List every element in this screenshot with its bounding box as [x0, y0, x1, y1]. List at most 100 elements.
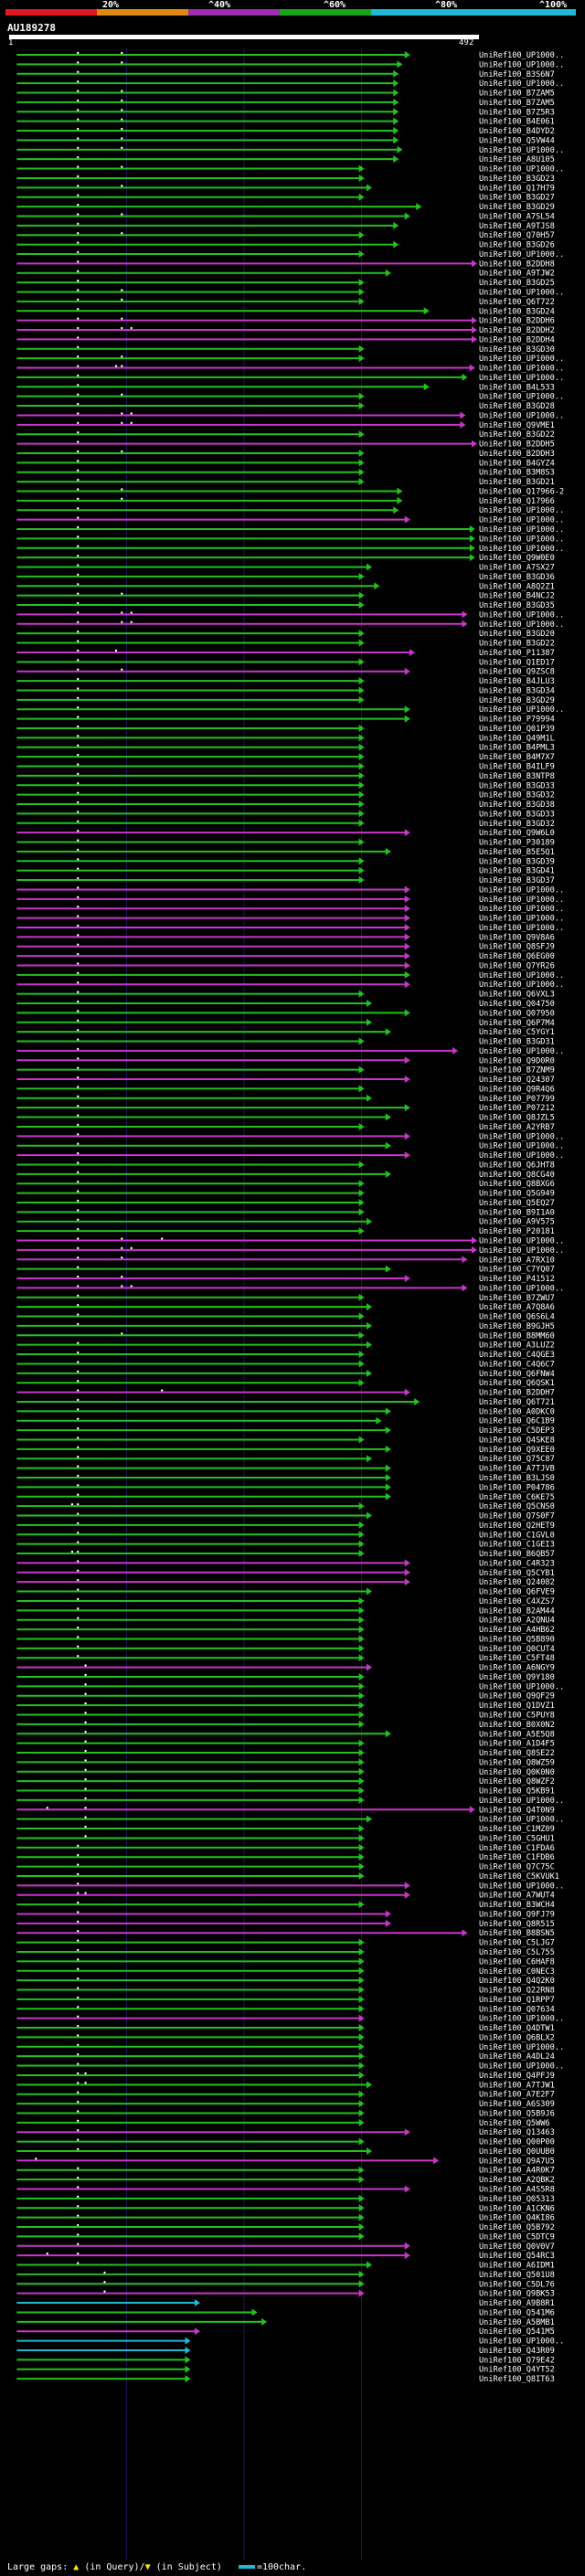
hit-label[interactable]: UniRef100_A9V575: [479, 1218, 555, 1227]
hit-label[interactable]: UniRef100_UP1000..: [479, 1882, 564, 1891]
hit-label[interactable]: UniRef100_A7SX27: [479, 564, 555, 573]
hit-label[interactable]: UniRef100_A8Q2Z1: [479, 582, 555, 591]
hit-label[interactable]: UniRef100_Q9XEE0: [479, 1446, 555, 1455]
hit-label[interactable]: UniRef100_C1MZ09: [479, 1825, 555, 1834]
hit-label[interactable]: UniRef100_Q6FNW4: [479, 1370, 555, 1379]
hit-label[interactable]: UniRef100_A9TJW2: [479, 270, 555, 279]
hit-label[interactable]: UniRef100_C1FDA6: [479, 1844, 555, 1853]
hit-label[interactable]: UniRef100_Q8WZ59: [479, 1758, 555, 1767]
hit-label[interactable]: UniRef100_A3LUZ2: [479, 1341, 555, 1351]
hit-label[interactable]: UniRef100_B3GD28: [479, 402, 555, 411]
hit-label[interactable]: UniRef100_P41512: [479, 1275, 555, 1284]
hit-label[interactable]: UniRef100_UP1000..: [479, 1816, 564, 1825]
hit-label[interactable]: UniRef100_UP1000..: [479, 705, 564, 715]
hit-label[interactable]: UniRef100_C5FT48: [479, 1654, 555, 1663]
hit-label[interactable]: UniRef100_Q6FVE9: [479, 1588, 555, 1597]
hit-label[interactable]: UniRef100_UP1000..: [479, 2337, 564, 2347]
hit-label[interactable]: UniRef100_UP1000..: [479, 535, 564, 544]
hit-label[interactable]: UniRef100_Q501U8: [479, 2271, 555, 2280]
hit-label[interactable]: UniRef100_B3GD37: [479, 876, 555, 885]
hit-label[interactable]: UniRef100_B3GD39: [479, 857, 555, 866]
hit-label[interactable]: UniRef100_C6KE75: [479, 1493, 555, 1502]
hit-label[interactable]: UniRef100_C4Q6C7: [479, 1360, 555, 1369]
hit-label[interactable]: UniRef100_B2DDH6: [479, 317, 555, 326]
hit-label[interactable]: UniRef100_UP1000..: [479, 374, 564, 383]
hit-label[interactable]: UniRef100_C5KVUK1: [479, 1872, 559, 1882]
hit-label[interactable]: UniRef100_Q7YR26: [479, 961, 555, 970]
hit-label[interactable]: UniRef100_Q541M6: [479, 2308, 555, 2317]
hit-label[interactable]: UniRef100_A4S5R8: [479, 2186, 555, 2195]
hit-label[interactable]: UniRef100_B3NTP8: [479, 772, 555, 781]
hit-label[interactable]: UniRef100_Q9V8A6: [479, 933, 555, 942]
hit-label[interactable]: UniRef100_UP1000..: [479, 2015, 564, 2024]
hit-label[interactable]: UniRef100_Q541M5: [479, 2327, 555, 2337]
hit-label[interactable]: UniRef100_B8BSN5: [479, 1929, 555, 1938]
hit-label[interactable]: UniRef100_Q9R4Q6: [479, 1085, 555, 1094]
hit-label[interactable]: UniRef100_B3GD30: [479, 345, 555, 355]
hit-label[interactable]: UniRef100_Q1DVZ1: [479, 1701, 555, 1711]
hit-label[interactable]: UniRef100_B4GYZ4: [479, 459, 555, 468]
hit-label[interactable]: UniRef100_C4XZS7: [479, 1597, 555, 1606]
hit-label[interactable]: UniRef100_B6QB57: [479, 1550, 555, 1559]
hit-label[interactable]: UniRef100_B3M8S3: [479, 469, 555, 478]
hit-label[interactable]: UniRef100_Q9W6L0: [479, 829, 555, 838]
hit-label[interactable]: UniRef100_C5GHU1: [479, 1834, 555, 1843]
hit-label[interactable]: UniRef100_Q1ED17: [479, 658, 555, 667]
hit-label[interactable]: UniRef100_B9GJH5: [479, 1322, 555, 1331]
hit-label[interactable]: UniRef100_C0NEC3: [479, 1967, 555, 1977]
hit-label[interactable]: UniRef100_B3GD21: [479, 478, 555, 487]
hit-label[interactable]: UniRef100_UP1000..: [479, 289, 564, 298]
hit-label[interactable]: UniRef100_A7WUT4: [479, 1892, 555, 1901]
hit-label[interactable]: UniRef100_Q5CYB1: [479, 1569, 555, 1578]
hit-label[interactable]: UniRef100_UP1000..: [479, 146, 564, 155]
hit-label[interactable]: UniRef100_Q8R515: [479, 1920, 555, 1929]
hit-label[interactable]: UniRef100_Q04750: [479, 1000, 555, 1009]
hit-label[interactable]: UniRef100_A6IDM1: [479, 2262, 555, 2271]
hit-label[interactable]: UniRef100_Q05313: [479, 2195, 555, 2204]
hit-label[interactable]: UniRef100_B8MM60: [479, 1331, 555, 1341]
hit-label[interactable]: UniRef100_Q5CNS0: [479, 1502, 555, 1511]
hit-label[interactable]: UniRef100_B4NCJ2: [479, 592, 555, 601]
hit-label[interactable]: UniRef100_B4DYD2: [479, 127, 555, 136]
hit-label[interactable]: UniRef100_P04786: [479, 1483, 555, 1492]
hit-label[interactable]: UniRef100_A2QBK2: [479, 2176, 555, 2185]
hit-label[interactable]: UniRef100_B3GD33: [479, 810, 555, 819]
hit-label[interactable]: UniRef100_UP1000..: [479, 60, 564, 69]
hit-label[interactable]: UniRef100_Q4DTW1: [479, 2024, 555, 2033]
hit-label[interactable]: UniRef100_P20181: [479, 1227, 555, 1236]
hit-label[interactable]: UniRef100_C5YGY1: [479, 1028, 555, 1037]
hit-label[interactable]: UniRef100_C4QGE3: [479, 1351, 555, 1360]
hit-label[interactable]: UniRef100_UP1000..: [479, 981, 564, 990]
hit-label[interactable]: UniRef100_A8U105: [479, 155, 555, 164]
hit-label[interactable]: UniRef100_B4ILF9: [479, 763, 555, 772]
hit-label[interactable]: UniRef100_A9B8R1: [479, 2299, 555, 2308]
hit-label[interactable]: UniRef100_B7ZNM9: [479, 1066, 555, 1076]
hit-label[interactable]: UniRef100_Q75C87: [479, 1455, 555, 1464]
hit-label[interactable]: UniRef100_C5LJG7: [479, 1939, 555, 1948]
hit-label[interactable]: UniRef100_B3GD31: [479, 1038, 555, 1047]
hit-label[interactable]: UniRef100_Q8BXG6: [479, 1180, 555, 1189]
hit-label[interactable]: UniRef100_B3GD41: [479, 867, 555, 876]
hit-label[interactable]: UniRef100_Q4YT52: [479, 2366, 555, 2375]
hit-label[interactable]: UniRef100_B2DDH5: [479, 440, 555, 450]
hit-label[interactable]: UniRef100_Q6BLX2: [479, 2033, 555, 2042]
hit-label[interactable]: UniRef100_Q5VW44: [479, 136, 555, 145]
hit-label[interactable]: UniRef100_A4HB62: [479, 1626, 555, 1635]
hit-label[interactable]: UniRef100_A5E5Q8: [479, 1730, 555, 1739]
hit-label[interactable]: UniRef100_B7ZWU7: [479, 1294, 555, 1303]
hit-label[interactable]: UniRef100_B3S6N7: [479, 70, 555, 80]
hit-label[interactable]: UniRef100_UP1000..: [479, 2043, 564, 2052]
hit-label[interactable]: UniRef100_Q17966-2: [479, 487, 564, 496]
hit-label[interactable]: UniRef100_UP1000..: [479, 51, 564, 60]
hit-label[interactable]: UniRef100_UP1000..: [479, 165, 564, 175]
hit-label[interactable]: UniRef100_Q6EG00: [479, 952, 555, 961]
hit-label[interactable]: UniRef100_B4PML3: [479, 744, 555, 753]
hit-label[interactable]: UniRef100_A6S309: [479, 2100, 555, 2109]
hit-label[interactable]: UniRef100_A0DKC0: [479, 1407, 555, 1416]
hit-label[interactable]: UniRef100_UP1000..: [479, 2062, 564, 2072]
hit-label[interactable]: UniRef100_Q1RPP7: [479, 1996, 555, 2005]
hit-label[interactable]: UniRef100_Q07634: [479, 2005, 555, 2014]
hit-label[interactable]: UniRef100_Q7S0F7: [479, 1512, 555, 1521]
hit-label[interactable]: UniRef100_UP1000..: [479, 355, 564, 364]
hit-label[interactable]: UniRef100_Q9D0R0: [479, 1056, 555, 1065]
